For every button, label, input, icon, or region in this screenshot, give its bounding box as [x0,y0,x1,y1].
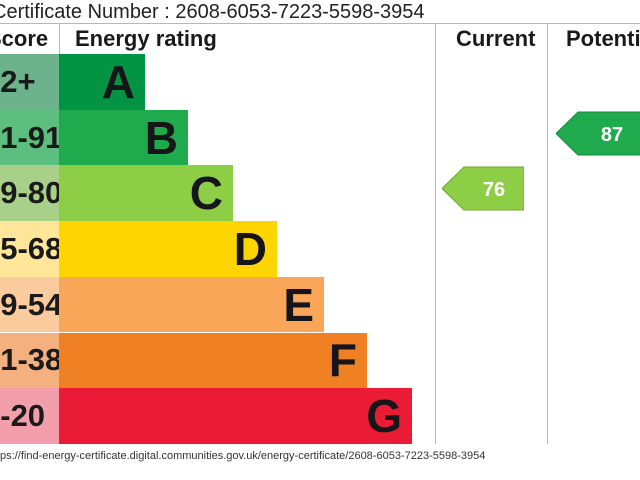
svg-text:76: 76 [483,179,505,201]
svg-text:87: 87 [601,124,623,146]
